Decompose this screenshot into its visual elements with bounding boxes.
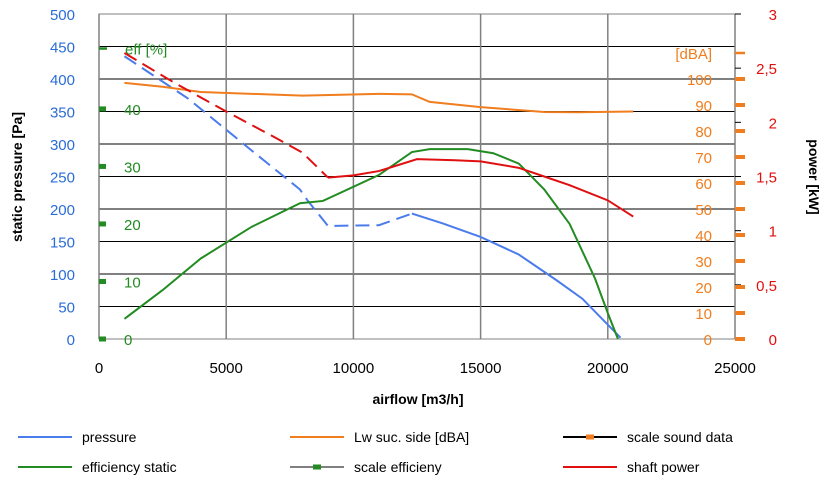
series-efficiency-static: [123, 148, 619, 340]
right-tick-label: 1,5: [756, 170, 777, 187]
series-shaft-power-dashed: [123, 52, 329, 179]
x-axis-ticks: 0 5000 10000 15000 20000 25000: [95, 360, 756, 377]
eff-scale-marker: [99, 336, 106, 342]
legend-item: shaft power: [563, 459, 700, 475]
legend-marker: [586, 434, 594, 440]
left-tick-label: 0: [67, 332, 75, 349]
x-tick-label: 20000: [587, 360, 629, 377]
series-pressure-dashed: [123, 55, 413, 227]
sound-tick-label: 90: [695, 98, 712, 115]
left-tick-label: 150: [50, 235, 75, 252]
sound-scale-marker: [735, 311, 745, 315]
grid-lines: [98, 13, 736, 340]
sound-tick-label: 60: [695, 176, 712, 193]
efficiency-scale: eff [%] 0 10 20 30 40: [99, 42, 167, 349]
x-tick-label: 0: [95, 360, 103, 377]
legend-item: pressure: [18, 429, 137, 445]
data-series: [123, 52, 634, 340]
left-tick-label: 500: [50, 7, 75, 24]
eff-scale-marker: [99, 106, 106, 112]
left-tick-label: 350: [50, 105, 75, 122]
eff-scale-marker: [99, 278, 106, 284]
sound-tick-label: 0: [704, 332, 712, 349]
sound-scale-marker: [735, 103, 745, 107]
right-tick-label: 0,5: [756, 278, 777, 295]
sound-tick-label: 100: [687, 72, 712, 89]
sound-scale-marker: [735, 337, 745, 341]
legend-item: scale sound data: [563, 429, 733, 445]
right-tick-label: 3: [769, 7, 777, 24]
left-axis-ticks: 0 50 100 150 200 250 300 350 400 450 500: [50, 7, 75, 349]
series-shaft-power: [327, 158, 634, 218]
sound-scale-marker: [735, 259, 745, 263]
right-axis-title: power [kW]: [806, 139, 822, 214]
legend-label: shaft power: [627, 459, 700, 475]
legend-marker: [313, 464, 321, 470]
eff-scale-label: eff [%]: [125, 42, 167, 59]
right-axis-ticks: 0 0,5 1 1,5 2 2,5 3: [735, 7, 777, 349]
legend-item: Lw suc. side [dBA]: [290, 429, 469, 445]
sound-scale-marker: [735, 181, 745, 185]
eff-scale-marker: [99, 163, 106, 169]
series-lw-suc-side-dba: [124, 81, 634, 114]
left-tick-label: 50: [58, 300, 75, 317]
legend: pressure Lw suc. side [dBA] scale sound da…: [18, 429, 733, 475]
left-tick-label: 200: [50, 202, 75, 219]
right-tick-label: 1: [769, 224, 777, 241]
sound-scale-marker: [735, 207, 745, 211]
eff-tick-label: 10: [124, 274, 141, 291]
left-tick-label: 300: [50, 137, 75, 154]
legend-label: efficiency static: [82, 459, 177, 475]
left-tick-label: 250: [50, 170, 75, 187]
x-tick-label: 15000: [460, 360, 502, 377]
sound-tick-label: 40: [695, 228, 712, 245]
sound-scale-marker: [735, 285, 745, 289]
eff-tick-label: 0: [124, 332, 132, 349]
sound-tick-label: 20: [695, 280, 712, 297]
x-axis-title: airflow [m3/h]: [372, 391, 463, 407]
sound-tick-label: 10: [695, 306, 712, 323]
left-axis-title: static pressure [Pa]: [9, 112, 25, 242]
sound-scale-marker: [735, 155, 745, 159]
sound-scale: [dBA] 0 10 20 30 40 50 60 70 80 90 100: [675, 46, 745, 349]
eff-tick-label: 40: [124, 102, 141, 119]
sound-scale-label: [dBA]: [675, 46, 712, 63]
legend-item: efficiency static: [18, 459, 177, 475]
eff-scale-marker: [99, 221, 106, 227]
eff-tick-label: 30: [124, 159, 141, 176]
left-tick-label: 450: [50, 40, 75, 57]
series-pressure: [411, 212, 622, 339]
sound-scale-marker: [735, 77, 745, 81]
legend-label: scale efficieny: [354, 459, 442, 475]
left-tick-label: 100: [50, 267, 75, 284]
x-tick-label: 5000: [210, 360, 243, 377]
legend-label: Lw suc. side [dBA]: [354, 429, 469, 445]
sound-tick-label: 50: [695, 202, 712, 219]
sound-scale-marker: [735, 129, 745, 133]
left-tick-label: 400: [50, 72, 75, 89]
x-tick-label: 25000: [714, 360, 756, 377]
right-tick-label: 2,5: [756, 61, 777, 78]
legend-label: pressure: [82, 429, 137, 445]
right-tick-label: 2: [769, 115, 777, 132]
x-tick-label: 10000: [333, 360, 375, 377]
legend-label: scale sound data: [627, 429, 733, 445]
sound-tick-label: 70: [695, 150, 712, 167]
legend-item: scale efficieny: [290, 459, 442, 475]
axis-titles: airflow [m3/h] static pressure [Pa] powe…: [9, 112, 822, 407]
right-tick-label: 0: [769, 332, 777, 349]
sound-tick-label: 30: [695, 254, 712, 271]
sound-scale-marker: [735, 233, 745, 237]
eff-tick-label: 20: [124, 217, 141, 234]
sound-tick-label: 80: [695, 124, 712, 141]
